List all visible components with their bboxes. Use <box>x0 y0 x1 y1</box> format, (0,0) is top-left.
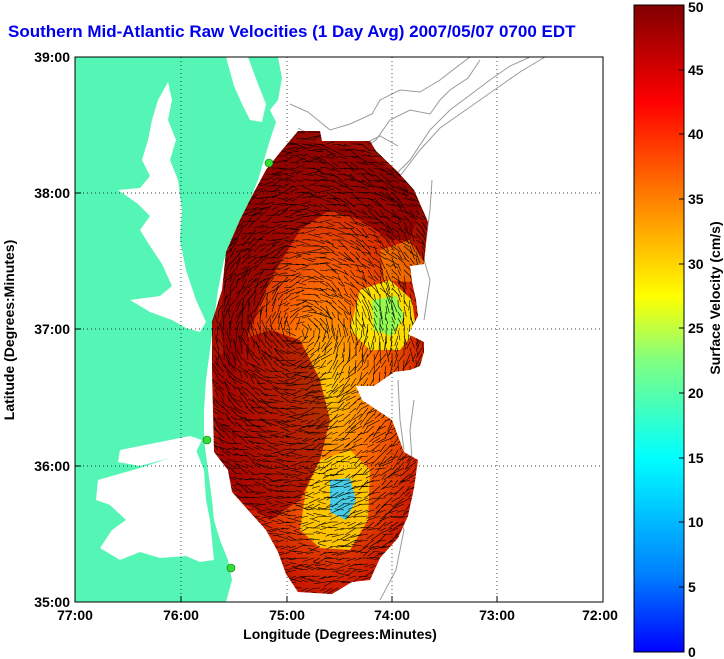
colorbar-tick-label: 15 <box>688 450 704 466</box>
x-tick-label: 77:00 <box>57 607 93 623</box>
high-velocity-core-north <box>220 140 420 380</box>
y-tick-label: 39:00 <box>34 49 70 65</box>
colorbar-tick-label: 10 <box>688 514 704 530</box>
radar-station-1 <box>264 158 274 168</box>
colorbar-tick-label: 25 <box>688 320 704 336</box>
albemarle-sound <box>118 436 202 466</box>
x-axis-label: Longitude (Degrees:Minutes) <box>243 626 437 642</box>
y-tick-label: 35:00 <box>34 594 70 610</box>
colorbar-tick-label: 40 <box>688 126 704 142</box>
radar-station-3 <box>226 563 236 573</box>
colorbar-tick-label: 50 <box>688 0 704 15</box>
colorbar-tick-label: 0 <box>688 644 696 659</box>
colorbar-ticks <box>679 4 684 653</box>
x-tick-label: 72:00 <box>582 607 618 623</box>
pamlico-sound <box>96 450 214 562</box>
x-tick-label: 74:00 <box>374 607 410 623</box>
map-title: Southern Mid-Atlantic Raw Velocities (1 … <box>8 22 576 41</box>
y-tick-label: 37:00 <box>34 321 70 337</box>
colorbar-tick-label: 35 <box>688 191 704 207</box>
colorbar-label: Surface Velocity (cm/s) <box>707 221 723 374</box>
y-axis-label: Latitude (Degrees:Minutes) <box>1 240 17 420</box>
delaware-bay <box>226 57 266 122</box>
x-tick-label: 73:00 <box>479 607 515 623</box>
y-tick-label: 38:00 <box>34 185 70 201</box>
x-tick-label: 75:00 <box>269 607 305 623</box>
colorbar-tick-label: 5 <box>688 579 696 595</box>
y-tick-label: 36:00 <box>34 458 70 474</box>
grid-lines <box>75 57 603 602</box>
x-axis-ticks <box>74 596 604 602</box>
y-axis-ticks <box>75 56 81 603</box>
colorbar <box>633 4 685 653</box>
colorbar-tick-label: 20 <box>688 385 704 401</box>
x-tick-label: 76:00 <box>163 607 199 623</box>
chesapeake-bay <box>118 82 206 332</box>
colorbar-tick-label: 45 <box>688 62 704 78</box>
radar-station-2 <box>202 435 212 445</box>
colorbar-tick-label: 30 <box>688 256 704 272</box>
